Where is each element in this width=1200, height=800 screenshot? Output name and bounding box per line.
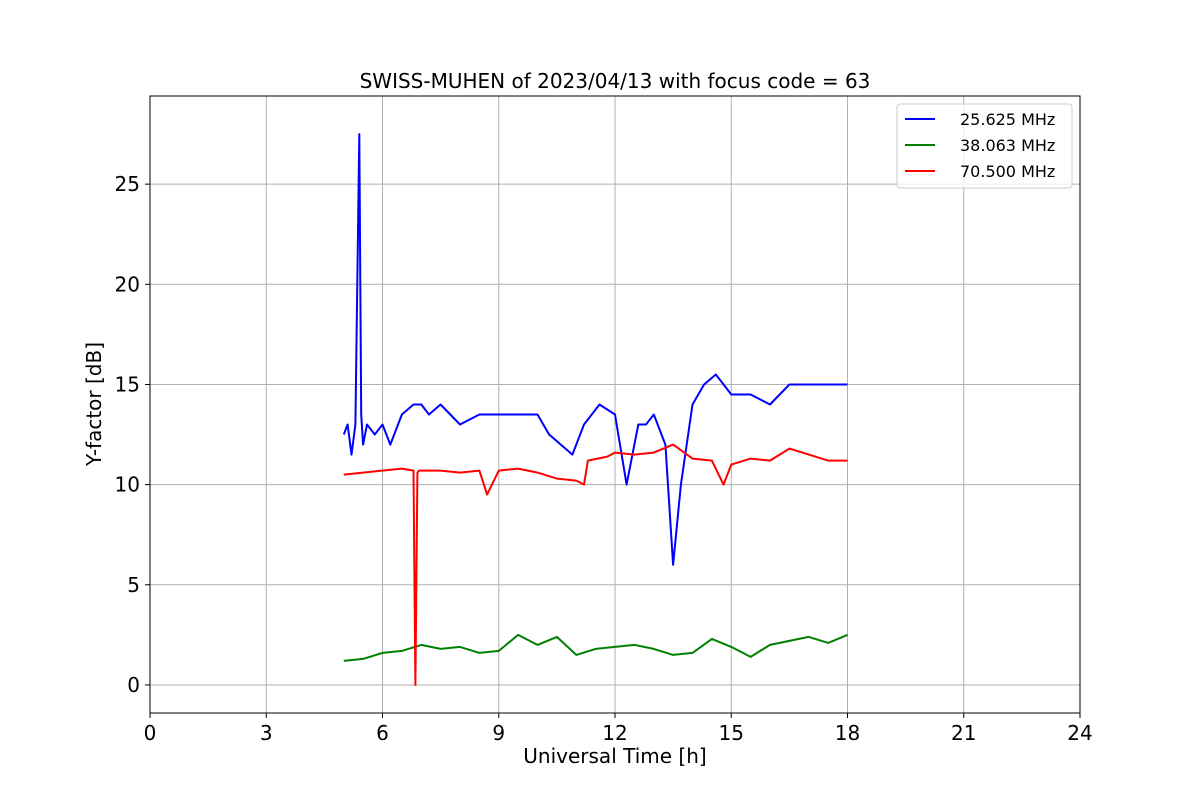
- x-tick-label: 9: [492, 721, 505, 745]
- x-tick-label: 18: [835, 721, 860, 745]
- x-tick-label: 21: [951, 721, 976, 745]
- y-axis-title: Y-factor [dB]: [82, 342, 106, 467]
- chart-title: SWISS-MUHEN of 2023/04/13 with focus cod…: [360, 69, 871, 93]
- series-line-3: [343, 443, 848, 686]
- x-axis-title: Universal Time [h]: [523, 744, 706, 768]
- y-tick-label: 25: [115, 172, 140, 196]
- y-tick-label: 10: [115, 473, 140, 497]
- y-tick-label: 5: [127, 573, 140, 597]
- x-tick-label: 12: [602, 721, 627, 745]
- x-tick-label: 6: [376, 721, 389, 745]
- legend: 25.625 MHz 38.063 MHz 70.500 MHz: [896, 103, 1073, 189]
- x-tick-label: 0: [144, 721, 157, 745]
- legend-box: [896, 103, 1073, 189]
- legend-label: 70.500 MHz: [960, 162, 1055, 181]
- series-line-2: [343, 633, 848, 662]
- y-tick-label: 0: [127, 673, 140, 697]
- x-tick-label: 24: [1067, 721, 1092, 745]
- series-line-1: [342, 133, 848, 566]
- legend-label: 38.063 MHz: [960, 136, 1055, 155]
- x-tick-label: 3: [260, 721, 273, 745]
- series-layer: [342, 133, 848, 686]
- legend-label: 25.625 MHz: [960, 110, 1055, 129]
- y-tick-label: 20: [115, 272, 140, 296]
- x-tick-label: 15: [719, 721, 744, 745]
- y-axis: 0 5 10 15 20 25: [115, 172, 150, 697]
- y-tick-label: 15: [115, 372, 140, 396]
- x-axis: 0 3 6 9 12 15 18 21 24: [144, 713, 1093, 745]
